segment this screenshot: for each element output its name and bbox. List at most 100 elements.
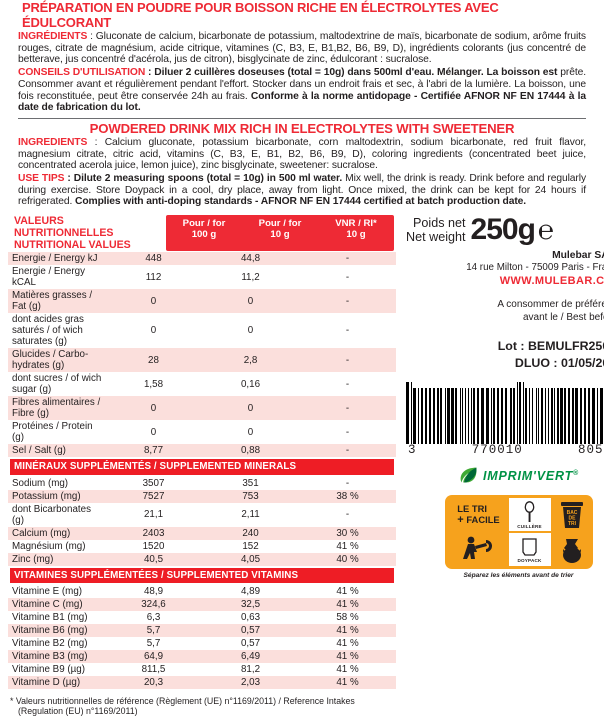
column-header-100g-line2: 100 g — [191, 229, 217, 241]
row-value-10g: 0 — [247, 426, 254, 438]
english-section: POWDERED DRINK MIX RICH IN ELECTROLYTES … — [0, 121, 604, 208]
table-row: dont Bicarbonates (g) 21,1 2,11 - — [8, 503, 396, 527]
triman-item-doypack: DOYPACK — [508, 533, 551, 567]
row-value-100g: 0 — [150, 325, 157, 337]
company-website-link[interactable]: WWW.MULEBAR.COM — [499, 275, 604, 288]
triman-title: LE TRI + FACILE — [453, 503, 499, 526]
english-usage-label: USE TIPS — [18, 173, 65, 185]
row-value-100g: 3507 — [142, 477, 165, 489]
table-row: Protéines / Protein (g) 0 0 - — [8, 420, 396, 444]
row-value-10g: 351 — [242, 477, 259, 489]
english-product-title: POWDERED DRINK MIX RICH IN ELECTROLYTES … — [89, 120, 515, 136]
minerals-section-head: MINÉRAUX SUPPLÉMENTÉS / SUPPLEMENTED MIN… — [8, 457, 396, 477]
column-header-ri-line2: 10 g — [346, 229, 366, 241]
column-header-100g-line1: Pour / for — [182, 218, 226, 230]
row-label: dont acides gras saturés / of wich satur… — [12, 314, 84, 348]
barcode-block: 3 770010 805816 — [406, 382, 604, 458]
table-row: Fibres alimentaires / Fibre (g) 0 0- — [8, 396, 396, 421]
row-value-10g: 4,89 — [240, 586, 261, 598]
row-label: Vitamine B6 (mg) — [8, 624, 105, 638]
best-before-line-1: A consommer de préférence — [497, 299, 604, 311]
vitamins-section-row: VITAMINES SUPPLÉMENTÉES / SUPPLEMENTED V… — [8, 566, 396, 586]
english-ingredients-label: INGREDIENTS — [18, 136, 88, 148]
row-value-ri: - — [299, 396, 396, 421]
lot-block: Lot : BEMULFR25001 DLUO : 01/05/2026 — [406, 338, 604, 372]
row-value-ri: 58 % — [336, 612, 359, 624]
nutrition-rows-main: Energie / Energy kJ 448 44,8- Energie / Ene… — [8, 252, 396, 458]
triman-title-line-2: + FACILE — [457, 514, 499, 526]
row-value-ri: 41 % — [336, 638, 359, 650]
table-row: Magnésium (mg) 1520 152 41 % — [8, 540, 396, 553]
nutrition-table-header-band: Pour / for 100 g Pour / for 10 g VNR / R… — [166, 215, 394, 252]
row-label: dont Bicarbonates (g) — [12, 503, 91, 526]
row-label: Vitamine B9 (µg) — [12, 664, 85, 676]
imprim-vert-logo: IMPRIM'VERT® — [406, 465, 604, 486]
barcode-digits-left: 770010 — [471, 443, 523, 458]
row-label: Vitamine C (mg) — [8, 598, 105, 612]
french-usage-text: prête. Consommer avant et régulièrement … — [18, 67, 586, 102]
triman-left-panel: LE TRI + FACILE — [445, 495, 509, 569]
row-value-100g: 21,1 — [143, 509, 164, 521]
column-header-10g-line1: Pour / for — [258, 218, 302, 230]
row-label: Vitamine B1 (mg) — [12, 612, 88, 624]
estimated-sign-icon: ℮ — [537, 215, 555, 246]
row-value-ri: - — [345, 509, 350, 521]
row-value-100g: 5,7 — [146, 638, 161, 650]
french-section: PRÉPARATION EN POUDRE POUR BOISSON RICHE… — [0, 0, 604, 114]
net-weight-label-fr: Poids net — [413, 216, 466, 231]
nutrition-table-title-en: NUTRITIONAL VALUES — [14, 239, 131, 252]
row-value-100g: 7527 — [105, 489, 202, 503]
row-value-10g: 152 — [242, 540, 259, 552]
column-header-ri: VNR / RI* 10 g — [318, 218, 394, 247]
row-label: Vitamine B2 (mg) — [12, 638, 88, 650]
column-header-10g: Pour / for 10 g — [242, 218, 318, 247]
french-ingredients-text: : Gluconate de calcium, bicarbonate de p… — [18, 31, 586, 66]
row-label: Vitamine B3 (mg) — [8, 650, 105, 664]
leaf-icon — [460, 467, 477, 483]
row-value-100g: 48,9 — [143, 586, 164, 598]
row-value-ri: 41 % — [336, 664, 359, 676]
triman-title-line-1: LE TRI — [457, 502, 487, 514]
row-value-10g: 0,57 — [202, 624, 299, 638]
column-header-100g: Pour / for 100 g — [166, 218, 242, 247]
minerals-section-row: MINÉRAUX SUPPLÉMENTÉS / SUPPLEMENTED MIN… — [8, 457, 396, 477]
triman-title-facile: FACILE — [466, 513, 500, 525]
row-value-10g: 240 — [202, 526, 299, 540]
row-value-100g: 8,77 — [105, 444, 202, 458]
barcode-bars — [406, 382, 604, 445]
nutrition-table-title: VALEURS NUTRITIONNELLES NUTRITIONAL VALU… — [10, 215, 166, 251]
row-value-ri: 41 % — [299, 624, 396, 638]
row-value-ri: 41 % — [299, 650, 396, 664]
row-label: Protéines / Protein (g) — [12, 421, 93, 444]
row-value-10g: 0 — [202, 396, 299, 421]
table-row: Vitamine B2 (mg) 5,7 0,57 41 % — [8, 637, 396, 650]
recycling-bin-icon: BAC DE TRI — [560, 501, 583, 528]
english-usage-bold-1: : Dilute 2 measuring spoons (total = 10g… — [64, 173, 343, 185]
row-value-100g: 811,5 — [141, 664, 166, 676]
imprim-vert-label: IMPRIM'VERT — [483, 468, 574, 483]
doypack-icon — [522, 537, 537, 556]
triman-item-spoon: CUILLÈRE — [508, 498, 551, 532]
table-row: Vitamine E (mg) 48,9 4,89 41 % — [8, 585, 396, 598]
french-usage-paragraph: CONSEILS D'UTILISATION : Diluer 2 cuillè… — [18, 67, 586, 114]
product-info-column: Poids net Net weight 250g ℮ Mulebar SASU… — [396, 214, 604, 716]
row-value-10g: 4,05 — [202, 552, 299, 566]
row-value-100g: 0 — [105, 289, 202, 314]
row-value-100g: 1520 — [142, 540, 165, 552]
english-usage-paragraph: USE TIPS : Dilute 2 measuring spoons (to… — [18, 173, 586, 208]
row-label: dont sucres / of wich sugar (g) — [12, 373, 102, 396]
table-row: Glucides / Carbo-hydrates (g) 28 2,8- — [8, 348, 396, 373]
row-value-10g: 0,63 — [240, 612, 261, 624]
row-value-10g: 2,8 — [202, 348, 299, 373]
french-ingredients-label: INGRÉDIENTS — [18, 31, 88, 42]
english-ingredients-paragraph: INGREDIENTS : Calcium gluconate, potassi… — [18, 137, 586, 172]
row-label: Fibres alimentaires / Fibre (g) — [8, 396, 105, 421]
row-value-10g: 32,5 — [202, 598, 299, 612]
english-ingredients-text: : Calcium gluconate, potassium bicarbona… — [18, 136, 586, 172]
row-value-ri: - — [345, 325, 350, 337]
nutrition-table-header-row: VALEURS NUTRITIONNELLES NUTRITIONAL VALU… — [8, 214, 396, 252]
minerals-section-bar: MINÉRAUX SUPPLÉMENTÉS / SUPPLEMENTED MIN… — [10, 459, 394, 475]
triman-caption: Séparez les éléments avant de trier — [463, 572, 574, 580]
row-value-ri: - — [299, 289, 396, 314]
